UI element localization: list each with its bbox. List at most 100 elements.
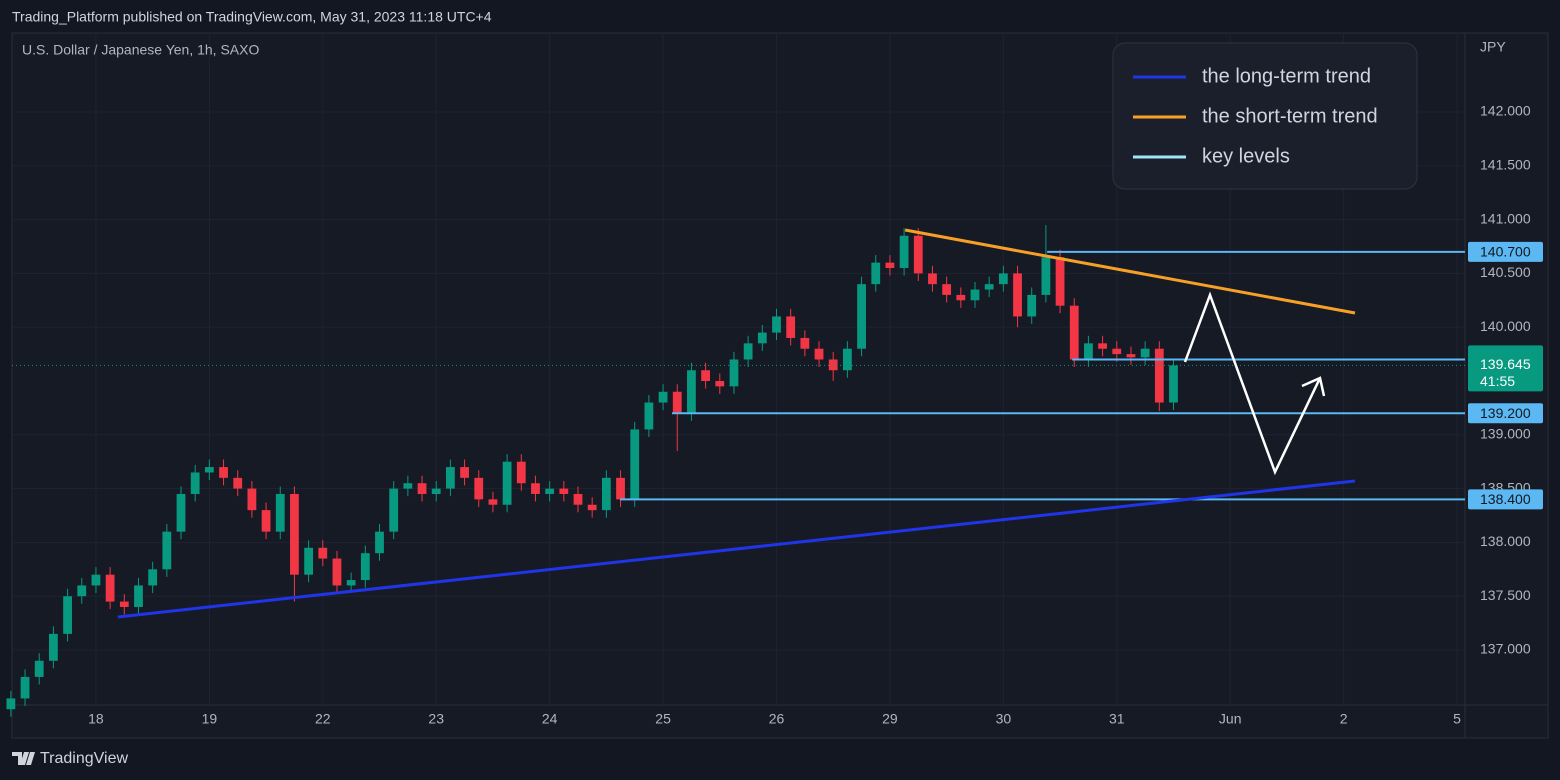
candle-body: [134, 585, 143, 607]
x-tick-label: 2: [1340, 711, 1348, 727]
legend-label: the long-term trend: [1202, 65, 1371, 87]
candle-body: [800, 337, 810, 349]
candle-body: [1112, 348, 1122, 355]
candle-body: [942, 284, 952, 295]
x-tick-label: 31: [1109, 711, 1125, 727]
candle-body: [899, 235, 909, 269]
candle-body: [757, 332, 767, 344]
candle-body: [275, 493, 285, 532]
candle-body: [204, 467, 214, 473]
y-tick-label: 139.000: [1480, 426, 1531, 442]
y-tick-label: 140.000: [1480, 318, 1531, 334]
candle-body: [616, 477, 625, 500]
legend: the long-term trend the short-term trend k…: [1112, 42, 1418, 190]
legend-label: the short-term trend: [1202, 105, 1378, 127]
candle-body: [559, 488, 569, 494]
candle-body: [814, 348, 824, 360]
last-price-box: [1468, 345, 1543, 392]
candle-body: [1069, 305, 1079, 360]
candle-body: [360, 553, 370, 581]
candle-body: [261, 510, 271, 532]
candle-body: [91, 574, 101, 586]
price-box-label: 140.700: [1480, 244, 1531, 260]
forecast-arrowhead: [1301, 376, 1326, 397]
candle-body: [1013, 273, 1022, 317]
symbol-title: U.S. Dollar / Japanese Yen, 1h, SAXO: [22, 42, 259, 58]
candle-body: [375, 531, 384, 554]
candle-body: [842, 348, 852, 371]
x-tick-label: 26: [769, 711, 785, 727]
candle-body: [77, 585, 87, 597]
candle-body: [1169, 365, 1178, 403]
candle-body: [1154, 348, 1164, 403]
candle-body: [871, 262, 881, 285]
candle-body: [460, 467, 469, 478]
candle-body: [346, 580, 356, 586]
candle-body: [687, 370, 696, 414]
price-box: [1468, 241, 1543, 262]
x-tick-label: Jun: [1219, 711, 1242, 727]
candle-body: [1027, 294, 1037, 317]
logo-mark: [12, 752, 35, 765]
price-box: [1468, 489, 1543, 510]
footer-brand: TradingView: [40, 750, 128, 767]
candle-body: [587, 504, 597, 511]
candle-body: [162, 531, 172, 570]
candle-body: [190, 472, 200, 494]
candle-body: [219, 467, 228, 478]
currency-label: JPY: [1480, 39, 1506, 55]
forecast-arrow: [1183, 291, 1322, 476]
candle-body: [119, 601, 129, 607]
candle-body: [1055, 257, 1065, 306]
candle-body: [389, 488, 399, 532]
candle-body: [6, 698, 16, 710]
candle-body: [63, 596, 72, 634]
footer-logo: [12, 752, 35, 765]
candle-body: [630, 429, 640, 500]
candle-body: [446, 467, 455, 489]
x-tick-label: 24: [542, 711, 558, 727]
price-box: [1468, 403, 1543, 424]
candle-body: [743, 343, 753, 360]
candle-body: [20, 676, 30, 699]
y-tick-label: 137.000: [1480, 641, 1531, 657]
axes: 137.000137.500138.000138.500139.000140.0…: [88, 103, 1543, 727]
y-tick-label: 140.500: [1480, 264, 1531, 280]
candle-body: [304, 547, 314, 575]
candle-body: [1084, 343, 1093, 360]
trend-line: [904, 228, 1356, 315]
candle-body: [601, 477, 611, 511]
x-tick-label: 23: [428, 711, 444, 727]
x-tick-label: 25: [655, 711, 671, 727]
candle-body: [545, 488, 555, 494]
candle-body: [1098, 343, 1107, 349]
candle-body: [644, 402, 654, 430]
candle-body: [715, 381, 725, 387]
candles: [6, 224, 1178, 717]
candle-body: [233, 477, 243, 489]
candle-body: [573, 493, 583, 505]
candle-body: [672, 391, 682, 414]
last-price-label: 139.645: [1480, 356, 1531, 372]
y-tick-label: 137.500: [1480, 587, 1531, 603]
x-tick-label: 19: [202, 711, 218, 727]
candle-body: [332, 558, 342, 586]
candle-body: [729, 359, 739, 387]
candle-body: [148, 569, 158, 586]
candle-body: [49, 633, 58, 661]
trend-line: [117, 479, 1356, 619]
candle-body: [403, 483, 413, 489]
candle-body: [34, 660, 44, 677]
candle-body: [516, 461, 526, 484]
candle-body: [928, 273, 937, 285]
candle-body: [1126, 354, 1136, 358]
candle-body: [786, 316, 796, 338]
candle-body: [885, 262, 895, 269]
publisher-header: Trading_Platform published on TradingVie…: [12, 9, 492, 25]
x-tick-label: 18: [88, 711, 104, 727]
candle-body: [290, 493, 299, 575]
x-tick-label: 30: [996, 711, 1012, 727]
x-tick-label: 22: [315, 711, 331, 727]
candle-body: [502, 461, 512, 505]
